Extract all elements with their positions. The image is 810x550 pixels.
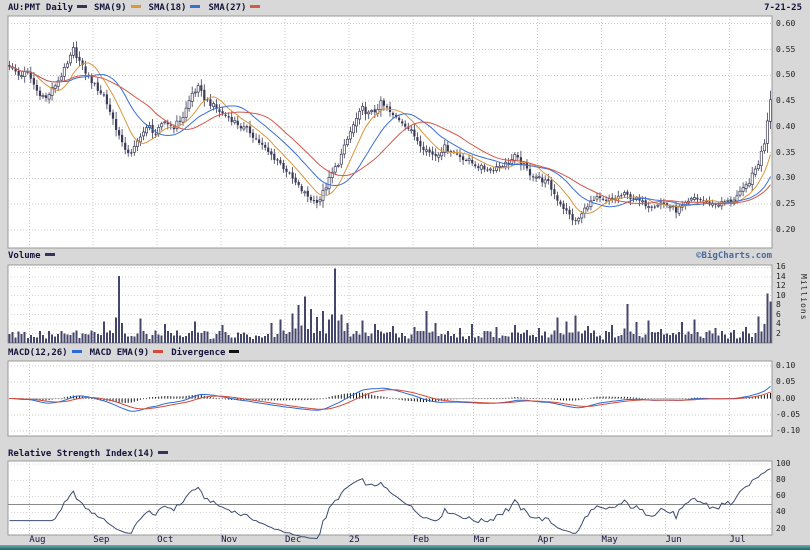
rsi-label: Relative Strength Index(14) [8, 449, 155, 459]
price-axis-tick: 0.25 [776, 199, 796, 209]
x-axis-month-label: Nov [221, 535, 238, 545]
macd-legend-row: MACD(12,26) MACD EMA(9) Divergence [8, 348, 247, 358]
rsi-axis-tick: 60 [776, 491, 786, 501]
volume-axis-tick: 8 [776, 300, 781, 310]
sma-legend-swatch [250, 5, 261, 8]
bottom-bar [0, 545, 810, 550]
price-axis-tick: 0.40 [776, 121, 796, 131]
macd-axis-tick: 0.00 [776, 393, 796, 403]
price-axis-tick: 0.60 [776, 18, 796, 28]
macd-legend-item: Divergence [171, 348, 246, 358]
sma-legend-label: SMA(9) [94, 3, 127, 13]
volume-series-swatch [44, 253, 55, 256]
rsi-axis-tick: 20 [776, 523, 786, 533]
chart-date: 7-21-25 [764, 3, 802, 13]
sma-legend-label: SMA(18) [148, 3, 187, 13]
macd-axis-tick: 0.05 [776, 377, 796, 387]
macd-legend-item: MACD(12,26) [8, 348, 89, 358]
macd-axis-tick: 0.10 [776, 360, 796, 370]
x-axis-month-label: Apr [537, 535, 554, 545]
volume-axis-tick: 4 [776, 319, 781, 329]
volume-axis-tick: 6 [776, 309, 781, 319]
sma-legend-swatch [130, 5, 141, 8]
macd-legend-swatch [153, 350, 164, 353]
sma-legend-label: SMA(27) [208, 3, 247, 13]
macd-legend-label: Divergence [171, 348, 226, 358]
x-axis-month-label: Jun [665, 535, 682, 545]
macd-axis-tick: -0.10 [776, 426, 801, 436]
price-axis-tick: 0.20 [776, 224, 796, 234]
volume-axis-tick: 14 [776, 271, 786, 281]
x-axis-month-label: 25 [348, 535, 360, 545]
x-axis-month-label: Feb [412, 535, 430, 545]
rsi-legend-row: Relative Strength Index(14) [8, 449, 175, 459]
chart-header: AU:PMT Daily SMA(9) SMA(18) SMA(27) 7-21-25 [8, 3, 804, 13]
rsi-axis-tick: 100 [776, 459, 791, 469]
sma-legend-item: SMA(9) [94, 3, 148, 13]
macd-legend-label: MACD EMA(9) [89, 348, 150, 358]
volume-axis-tick: 10 [776, 290, 786, 300]
volume-axis-tick: 16 [776, 262, 786, 272]
sma-legend: SMA(9) SMA(18) SMA(27) [94, 3, 268, 13]
price-series-swatch [77, 5, 88, 8]
x-axis-month-label: Aug [29, 535, 46, 545]
macd-legend-swatch [71, 350, 82, 353]
x-axis-month-label: Dec [284, 535, 302, 545]
rsi-series-swatch [158, 451, 169, 454]
rsi-axis-tick: 80 [776, 475, 786, 485]
price-axis-tick: 0.45 [776, 96, 796, 106]
x-axis-month-label: Sep [93, 535, 110, 545]
price-axis-tick: 0.50 [776, 70, 796, 80]
sma-legend-swatch [190, 5, 201, 8]
volume-axis-tick: 2 [776, 328, 781, 338]
price-axis-tick: 0.35 [776, 147, 796, 157]
volume-unit-label: Millions [799, 274, 808, 321]
x-axis-month-label: Jul [729, 535, 746, 545]
volume-axis-tick: 12 [776, 281, 786, 291]
rsi-axis-tick: 40 [776, 507, 786, 517]
price-axis-tick: 0.55 [776, 44, 796, 54]
sma-legend-item: SMA(18) [149, 3, 208, 13]
symbol-title: AU:PMT Daily [8, 3, 74, 13]
volume-label: Volume [8, 251, 41, 261]
x-axis-month-label: Mar [473, 535, 490, 545]
x-axis-month-label: May [601, 535, 618, 545]
macd-legend-item: MACD EMA(9) [90, 348, 171, 358]
bigcharts-watermark: ©BigCharts.com [696, 251, 772, 261]
macd-legend-label: MACD(12,26) [8, 348, 68, 358]
sma-legend-item: SMA(27) [208, 3, 267, 13]
x-axis-month-label: Oct [157, 535, 174, 545]
volume-legend-row: Volume ©BigCharts.com [8, 251, 802, 261]
macd-legend-swatch [229, 350, 240, 353]
price-axis-tick: 0.30 [776, 173, 796, 183]
macd-axis-tick: -0.05 [776, 409, 801, 419]
